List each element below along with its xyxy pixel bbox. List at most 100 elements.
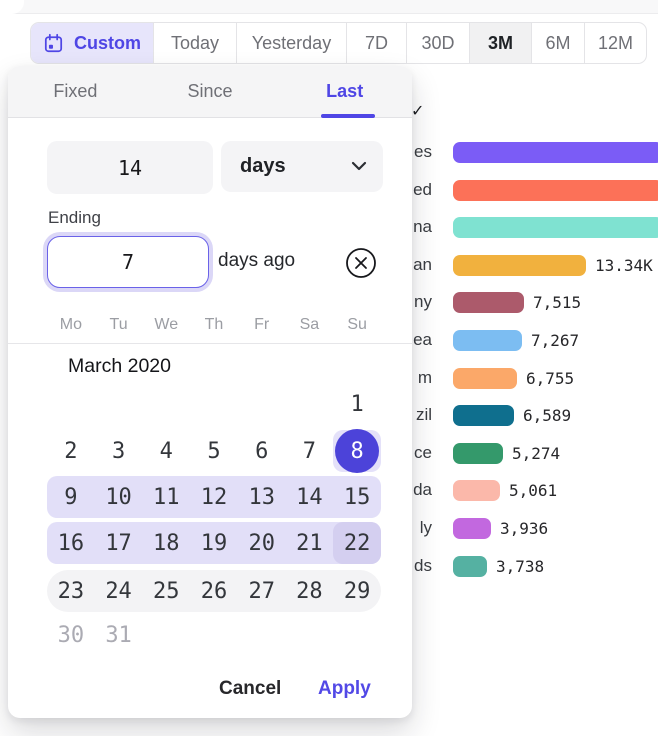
calendar-day[interactable]: 2 [47, 430, 95, 472]
chart-row[interactable]: ds 3,738 [0, 555, 658, 577]
top-edge-notch [0, 0, 24, 14]
calendar-day[interactable]: 7 [286, 430, 334, 472]
chart-row[interactable]: m 6,755 [0, 367, 658, 389]
chart-row-label: ds [414, 555, 432, 575]
chart-row[interactable]: na [0, 216, 658, 239]
calendar-day[interactable]: 20 [238, 522, 286, 564]
calendar-day[interactable]: 1 [333, 383, 381, 425]
chevron-down-icon [351, 158, 367, 176]
calendar-day[interactable]: 27 [238, 570, 286, 612]
calendar-day[interactable]: 14 [286, 476, 334, 518]
tab-since[interactable]: Since [187, 81, 233, 101]
calendar-week-row: 2 3 4 5 6 7 8 [47, 429, 381, 473]
calendar-day[interactable]: 13 [238, 476, 286, 518]
day-number: 13 [248, 484, 275, 510]
calendar-day[interactable]: 11 [142, 476, 190, 518]
weekday-label: Fr [254, 316, 270, 333]
active-tab-underline [321, 114, 375, 118]
chart-row[interactable]: ed [0, 179, 658, 201]
calendar-day[interactable]: 21 [286, 522, 334, 564]
calendar-empty-cell [238, 383, 286, 425]
day-number: 17 [105, 530, 132, 556]
chart-row[interactable]: ly 3,936 [0, 517, 658, 539]
chart-row[interactable]: zil 6,589 [0, 404, 658, 427]
calendar-day[interactable]: 5 [190, 430, 238, 472]
chart-row[interactable]: da 5,061 [0, 479, 658, 502]
day-number: 30 [57, 622, 85, 648]
toolbar-item-today[interactable]: Today [153, 23, 236, 63]
chart-row[interactable]: ny 7,515 [0, 291, 658, 314]
chart-row-label: m [417, 367, 432, 387]
chart-value: 3,738 [496, 556, 545, 576]
calendar-day[interactable]: 16 [47, 522, 95, 564]
chart-row-label: zil [415, 405, 432, 425]
day-number: 10 [105, 484, 132, 510]
calendar-empty-cell [238, 614, 286, 656]
chart-bar [453, 330, 522, 351]
chart-value: 6,589 [523, 406, 572, 426]
toolbar-item-7d[interactable]: 7D [346, 23, 406, 63]
chart-row[interactable]: ea 7,267 [0, 329, 658, 351]
chart-value: 7,267 [531, 331, 580, 350]
unit-select[interactable]: days [221, 141, 383, 192]
day-number: 8 [350, 438, 364, 464]
calendar-day[interactable]: 3 [95, 430, 143, 472]
day-number: 20 [248, 530, 275, 556]
calendar-week-row: 23 24 25 26 27 28 29 [47, 570, 381, 612]
weekday-label: Su [347, 316, 367, 333]
tab-last[interactable]: Last [326, 81, 364, 101]
calendar-day[interactable]: 18 [142, 522, 190, 564]
calendar-day[interactable]: 23 [47, 570, 95, 612]
calendar-day[interactable]: 30 [47, 614, 95, 656]
calendar-day[interactable]: 19 [190, 522, 238, 564]
chart-row[interactable]: es [0, 141, 658, 163]
last-amount-input[interactable] [47, 141, 213, 194]
calendar-empty-cell [190, 383, 238, 425]
selected-day-circle [335, 429, 380, 473]
calendar-day[interactable]: 26 [190, 570, 238, 612]
toolbar-item-12m[interactable]: 12M [584, 23, 646, 63]
calendar-day[interactable]: 10 [95, 476, 143, 518]
tab-fixed[interactable]: Fixed [53, 81, 98, 101]
calendar-day[interactable]: 8 [333, 429, 381, 473]
calendar-day[interactable]: 9 [47, 476, 95, 518]
chart-row[interactable]: ce 5,274 [0, 442, 658, 464]
clear-icon[interactable] [344, 246, 378, 280]
day-number: 26 [200, 578, 228, 604]
apply-button[interactable]: Apply [318, 674, 371, 704]
day-number: 11 [153, 484, 180, 510]
day-number: 3 [111, 438, 126, 464]
cancel-button[interactable]: Cancel [219, 674, 281, 704]
day-number: 24 [105, 578, 132, 604]
day-number: 1 [350, 391, 364, 417]
calendar-day[interactable]: 24 [95, 570, 143, 612]
calendar-day[interactable]: 4 [142, 430, 190, 472]
toolbar-item-6m[interactable]: 6M [531, 23, 584, 63]
toolbar-item-custom[interactable]: Custom [31, 23, 153, 63]
calendar-day[interactable]: 12 [190, 476, 238, 518]
chart-row[interactable]: an 13.34K [0, 254, 658, 276]
calendar-day[interactable]: 6 [238, 430, 286, 472]
calendar-range-band [47, 476, 381, 518]
chart-value: 6,755 [526, 368, 575, 388]
chart-value: 3,936 [500, 519, 549, 538]
calendar-empty-cell [190, 614, 238, 656]
toolbar-item-yesterday[interactable]: Yesterday [236, 23, 346, 63]
chart-row-label: na [413, 217, 432, 237]
chart-row-label: ea [413, 330, 432, 349]
toolbar-item-30d[interactable]: 30D [406, 23, 469, 63]
top-edge-strip [0, 0, 658, 14]
toolbar-item-label: 7D [364, 32, 388, 53]
calendar-day[interactable]: 17 [95, 522, 143, 564]
weekday-label: Th [204, 316, 224, 333]
ending-suffix-label: days ago [218, 250, 296, 271]
calendar-day[interactable]: 15 [333, 476, 381, 518]
ending-days-input[interactable] [47, 236, 209, 288]
toolbar-item-3m[interactable]: 3M [469, 23, 531, 63]
calendar-day[interactable]: 29 [333, 570, 381, 612]
calendar-day[interactable]: 28 [286, 570, 334, 612]
calendar-day[interactable]: 31 [95, 614, 143, 656]
calendar-day[interactable]: 22 [333, 522, 381, 564]
calendar-day[interactable]: 25 [142, 570, 190, 612]
